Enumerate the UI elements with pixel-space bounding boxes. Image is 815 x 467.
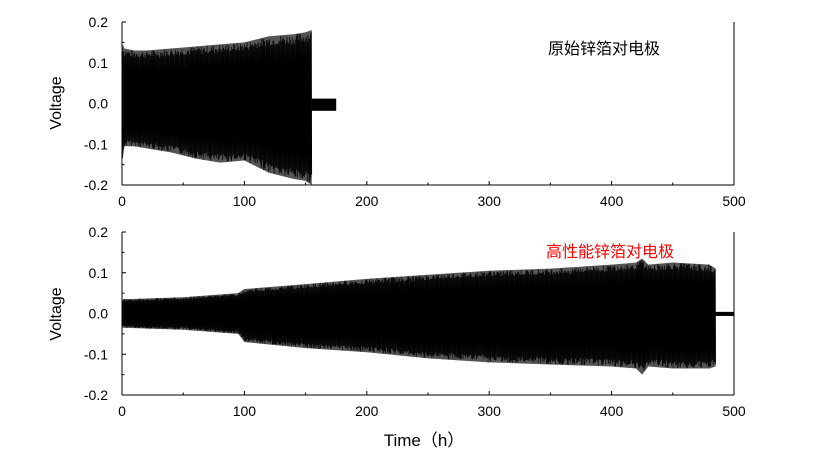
- x-tick-label: 0: [118, 193, 126, 209]
- x-tick-label: 100: [233, 193, 257, 209]
- x-tick-label: 200: [355, 403, 379, 419]
- x-tick-label: 500: [722, 193, 746, 209]
- y-tick-label: 0.0: [89, 306, 109, 322]
- y-tick-label: 0.0: [89, 96, 109, 112]
- x-tick-label: 500: [722, 403, 746, 419]
- x-tick-label: 300: [478, 403, 502, 419]
- y-tick-label: 0.2: [89, 224, 109, 240]
- annotation: 高性能锌箔对电极: [546, 242, 674, 261]
- top-panel: Voltage 原始锌箔对电极 0.2 0.1 0.0 -0.1 -0.2 0 100 200…: [48, 14, 746, 209]
- voltage-tail: [311, 98, 337, 111]
- x-tick-label: 300: [478, 193, 502, 209]
- voltage-trace: [121, 31, 313, 183]
- y-tick-label: 0.2: [89, 14, 109, 30]
- y-tick-label: 0.1: [89, 265, 109, 281]
- y-tick-label: -0.2: [84, 177, 108, 193]
- y-tick-label: -0.1: [84, 346, 108, 362]
- x-tick-label: 100: [233, 403, 257, 419]
- y-tick-label: -0.1: [84, 136, 108, 152]
- y-tick-label: 0.1: [89, 55, 109, 71]
- x-tick-label: 400: [600, 403, 624, 419]
- y-tick-label: -0.2: [84, 387, 108, 403]
- y-axis-label: Voltage: [48, 76, 65, 129]
- x-tick-label: 400: [600, 193, 624, 209]
- x-tick-label: 0: [118, 403, 126, 419]
- voltage-trace: [121, 260, 716, 371]
- x-axis-label: Time（h）: [384, 431, 465, 450]
- voltage-tail: [715, 311, 734, 316]
- y-axis-label: Voltage: [48, 287, 65, 340]
- annotation: 原始锌箔对电极: [548, 39, 660, 58]
- x-tick-label: 200: [355, 193, 379, 209]
- bottom-panel: Voltage 高性能锌箔对电极 Time（h） 0.2 0.1 0.0 -0.1 -0…: [48, 224, 746, 450]
